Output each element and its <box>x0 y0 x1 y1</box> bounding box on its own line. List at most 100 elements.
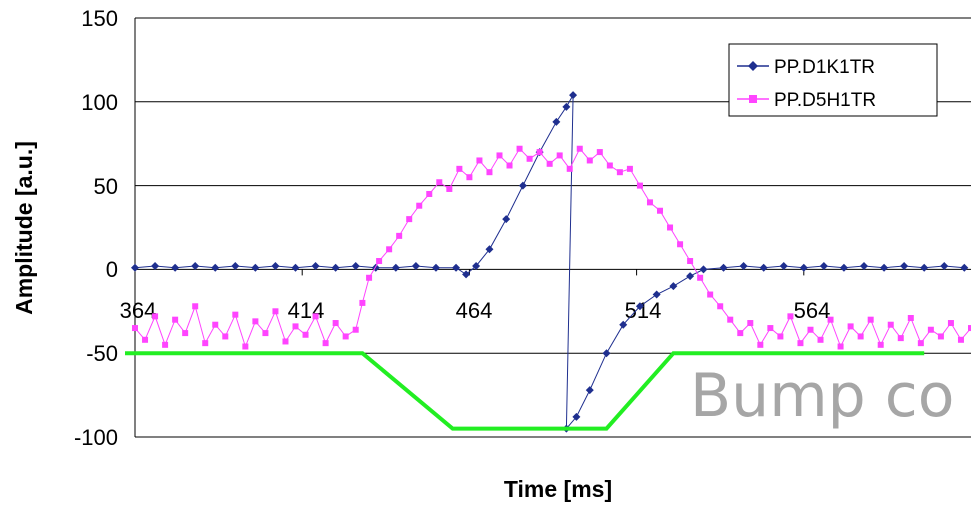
series-pp-d5h1tr <box>132 145 971 350</box>
data-point <box>669 282 678 291</box>
data-point <box>485 245 494 254</box>
data-point <box>562 102 571 111</box>
data-point <box>917 340 924 347</box>
data-point <box>859 262 868 271</box>
y-tick-label: -50 <box>86 341 118 366</box>
data-point <box>877 341 884 348</box>
x-axis-title: Time [ms] <box>504 476 612 502</box>
data-point <box>920 263 929 272</box>
data-point <box>516 145 523 152</box>
data-point <box>172 316 179 323</box>
data-point <box>900 262 909 271</box>
data-point <box>819 262 828 271</box>
data-point <box>596 149 603 156</box>
data-point <box>242 343 249 350</box>
data-point <box>182 330 189 337</box>
data-point <box>282 338 289 345</box>
data-point <box>406 216 413 223</box>
data-point <box>957 336 964 343</box>
data-point <box>626 165 633 172</box>
data-point <box>496 152 503 159</box>
data-point <box>151 262 160 271</box>
data-point <box>191 262 200 271</box>
data-point <box>396 232 403 239</box>
data-point <box>707 291 714 298</box>
data-point <box>619 320 628 329</box>
data-point <box>202 340 209 347</box>
data-point <box>635 302 644 311</box>
data-point <box>526 155 533 162</box>
legend: PP.D1K1TR PP.D5H1TR <box>728 43 938 117</box>
data-point <box>880 263 889 272</box>
data-point <box>351 262 360 271</box>
data-point <box>222 333 229 340</box>
legend-label-d5h1tr: PP.D5H1TR <box>774 90 876 111</box>
data-point <box>616 169 623 176</box>
data-point <box>759 263 768 272</box>
data-point <box>411 262 420 271</box>
data-point <box>322 340 329 347</box>
data-point <box>907 315 914 322</box>
data-point <box>857 333 864 340</box>
y-tick-label: 50 <box>94 174 118 199</box>
data-point <box>486 169 493 176</box>
data-point <box>132 325 138 332</box>
data-point <box>431 263 440 272</box>
data-point <box>747 320 754 327</box>
data-point <box>302 331 309 338</box>
data-point <box>585 386 594 395</box>
data-point <box>142 336 149 343</box>
data-point <box>311 262 320 271</box>
data-point <box>657 207 664 214</box>
data-point <box>717 303 724 310</box>
data-point <box>839 263 848 272</box>
data-point <box>152 313 159 320</box>
data-point <box>131 263 139 272</box>
data-point <box>502 215 511 224</box>
data-point <box>777 333 784 340</box>
y-tick-label: 150 <box>81 6 118 31</box>
data-point <box>536 149 543 156</box>
data-point <box>546 160 553 167</box>
data-point <box>569 91 578 100</box>
data-point <box>572 412 581 421</box>
legend-marker-d5h1tr <box>749 95 757 103</box>
data-point <box>291 263 300 272</box>
data-point <box>556 152 563 159</box>
data-point <box>472 262 481 271</box>
y-ticks: 150 100 50 0 -50 -100 <box>74 6 118 450</box>
data-point <box>940 262 949 271</box>
data-point <box>251 263 260 272</box>
x-tick-label: 464 <box>456 298 493 323</box>
y-tick-label: 0 <box>106 257 118 282</box>
data-point <box>797 340 804 347</box>
legend-box <box>728 43 938 117</box>
data-point <box>312 313 319 320</box>
data-point <box>456 165 463 172</box>
data-point <box>466 174 473 181</box>
data-point <box>677 241 684 248</box>
data-point <box>817 336 824 343</box>
data-point <box>342 333 349 340</box>
data-point <box>426 190 433 197</box>
data-point <box>271 262 280 271</box>
data-point <box>292 323 299 330</box>
series-pp-d1k1tr <box>131 91 969 433</box>
data-point <box>476 157 483 164</box>
data-point <box>452 263 461 272</box>
data-point <box>552 117 561 126</box>
y-axis-title: Amplitude [a.u.] <box>11 141 37 315</box>
data-point <box>192 303 199 310</box>
legend-label-d1k1tr: PP.D1K1TR <box>774 57 875 78</box>
overlay-text: Bump co <box>690 361 955 431</box>
data-point <box>386 246 393 253</box>
series-line <box>125 351 925 431</box>
series-layer <box>125 91 971 433</box>
data-point <box>636 182 643 189</box>
data-point <box>366 274 373 281</box>
data-point <box>968 325 971 332</box>
series-reference-2 <box>125 351 925 431</box>
data-point <box>687 258 694 265</box>
data-point <box>506 162 513 169</box>
data-point <box>686 272 695 281</box>
